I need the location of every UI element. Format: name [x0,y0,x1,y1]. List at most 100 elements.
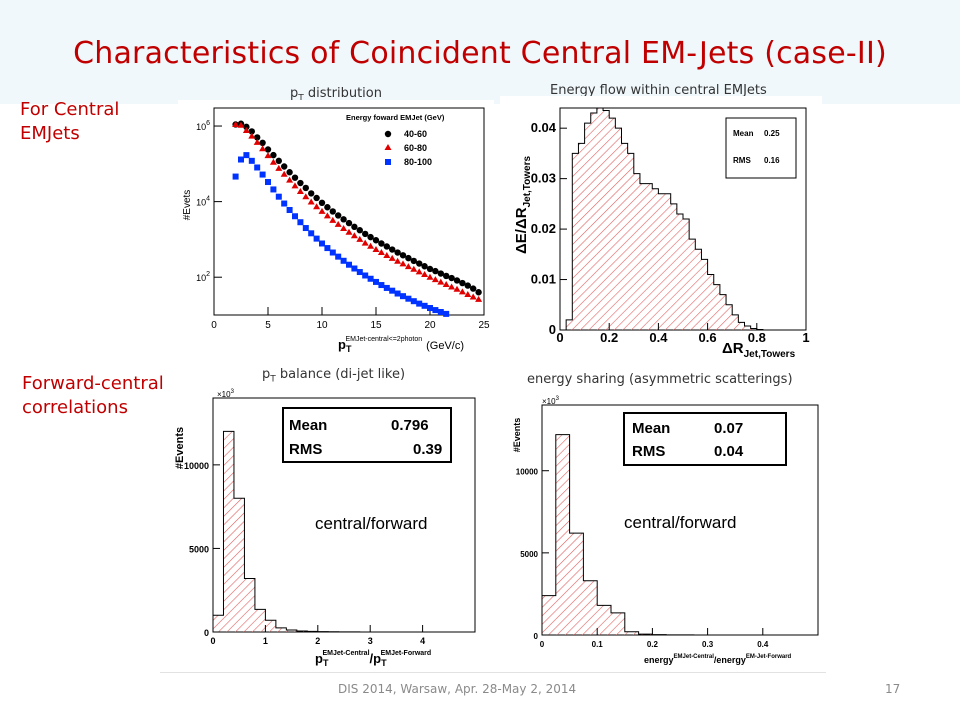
pt-point-80-100 [443,310,450,317]
pt-point-40-60 [421,263,428,270]
pt-point-60-80 [410,265,418,272]
pb-x-tick-label: 2 [315,636,320,646]
pt-point-60-80 [458,288,466,295]
pb-bar [275,627,287,632]
pt-point-60-80 [291,182,299,189]
pt-point-60-80 [345,228,353,235]
pt-point-80-100 [319,240,325,247]
es-stat-mean-label: Mean [632,420,670,437]
pt-point-60-80 [313,203,321,210]
pt-point-80-100 [243,152,250,159]
pt-point-60-80 [296,188,304,195]
ef-x-tick-label: 0.4 [649,330,668,345]
pt-point-60-80 [475,295,483,302]
pt-point-40-60 [453,277,461,284]
pt-point-60-80 [302,193,310,200]
pt-point-80-100 [437,309,444,316]
pt-point-60-80 [269,158,277,165]
pb-x-tick-label: 0 [210,636,215,646]
pb-stat-rms: 0.39 [413,441,442,458]
pt-point-60-80 [388,254,396,261]
pt-point-40-60 [275,157,282,165]
legend-title: Energy foward EMJet (GeV) [346,113,445,122]
pt-point-40-60 [270,151,277,159]
pt-point-40-60 [345,219,353,227]
pt-point-40-60 [394,249,401,256]
pt-point-60-80 [307,198,315,205]
pt-point-40-60 [410,257,417,265]
ef-bar [683,219,690,330]
pt-point-40-60 [335,212,342,219]
pt-point-40-60 [318,199,326,207]
pt-point-80-100 [410,298,417,305]
ef-stat-mean-label: Mean [733,129,754,138]
pb-bar [296,630,308,632]
pt-point-60-80 [232,120,240,127]
pt-point-60-80 [469,293,477,300]
pt-point-40-60 [475,289,482,296]
pt-point-40-60 [340,216,347,223]
ef-stat-rms-label: RMS [733,156,751,165]
pt-point-80-100 [373,278,379,285]
pt-point-40-60 [324,204,331,211]
pt-point-40-60 [254,134,261,141]
ef-bar [596,108,604,330]
pt-point-60-80 [377,249,385,256]
ef-bar [726,304,733,330]
ef-bar [572,153,579,330]
pt-point-60-80 [426,273,434,280]
pt-point-80-100 [400,293,406,300]
pt-point-80-100 [286,207,293,214]
pt-point-40-60 [399,252,407,259]
ef-outline [560,107,806,331]
ef-y-tick-label: 0 [549,322,556,337]
pt-point-60-80 [329,216,337,223]
pb-x-tick-label: 4 [420,636,425,646]
legend-label-60-80: 60-80 [404,143,427,153]
es-bar [569,533,584,635]
pt-point-60-80 [404,263,412,270]
pt-x-tick-label: 20 [424,320,436,331]
pb-stat-rms-label: RMS [289,441,322,458]
ef-x-tick-label: 0.8 [748,330,766,345]
es-bar [555,434,570,635]
es-x-tick-label: 0.4 [757,640,769,649]
ef-bar [689,239,696,330]
ef-bar [627,153,634,330]
energy-sharing-plot: 0 0.1 0.2 0.3 0.4 0 5000 10000 ×103 #Events ene… [508,395,830,673]
pt-point-60-80 [442,281,450,288]
section-label-correlations: Forward-central correlations [22,373,164,418]
pt-point-40-60 [426,265,434,273]
pt-point-60-80 [464,290,472,297]
ef-bar [633,173,640,330]
es-x-tick-label: 0 [540,640,545,649]
page-number: 17 [885,682,901,696]
pb-annotation: central/forward [315,514,427,533]
pt-point-60-80 [383,252,391,259]
pt-point-80-100 [335,253,342,260]
ef-y-tick-label: 0.04 [531,120,557,135]
ef-bar [590,113,597,330]
pt-point-80-100 [238,156,244,163]
ef-bar [639,183,647,330]
pb-y-tick-label: 5000 [189,544,209,554]
pt-point-60-80 [253,138,261,145]
pt-point-60-80 [242,127,250,134]
pt-point-40-60 [389,246,396,253]
es-bar [611,612,625,635]
ef-bar [732,314,739,330]
slide-title: Characteristics of Coincident Central EM… [73,36,887,71]
es-stat-mean: 0.07 [714,420,743,437]
pt-point-40-60 [443,272,450,280]
pt-point-80-100 [421,302,428,309]
pt-point-40-60 [470,285,477,292]
pt-point-80-100 [394,290,401,297]
pt-point-60-80 [361,239,369,246]
pt-point-80-100 [329,249,336,256]
pt-point-40-60 [437,270,444,277]
ef-bar [701,259,708,330]
es-bar [542,595,556,635]
es-x-tick-label: 0.2 [647,640,659,649]
ef-bar [744,325,751,330]
pb-y-axis-label: #Events [174,427,186,469]
